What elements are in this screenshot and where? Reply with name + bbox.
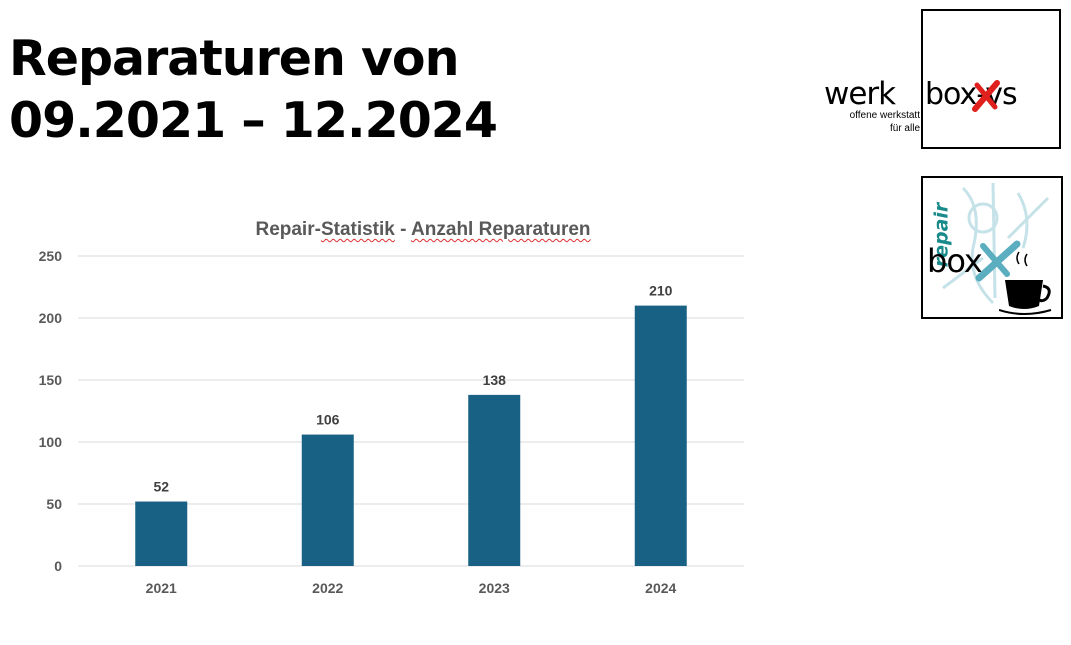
y-tick-label: 250 bbox=[39, 248, 63, 264]
x-tick-label: 2022 bbox=[312, 580, 343, 596]
werkbox-subline1: offene werkstatt bbox=[849, 110, 920, 121]
y-tick-label: 100 bbox=[39, 434, 63, 450]
y-tick-label: 200 bbox=[39, 310, 63, 326]
bar bbox=[468, 394, 521, 566]
page-title-line2: 09.2021 – 12.2024 bbox=[9, 92, 498, 149]
tools-background-icon bbox=[942, 182, 1050, 305]
chart-title-part1: Repair- bbox=[255, 219, 321, 240]
chart-title-part2: Statistik bbox=[320, 219, 395, 240]
data-label: 210 bbox=[649, 283, 673, 299]
werkbox-logo: box-vs bbox=[921, 9, 1061, 149]
coffee-cup-icon bbox=[999, 251, 1052, 315]
y-tick-label: 50 bbox=[46, 496, 62, 512]
page-title-line1: Reparaturen von bbox=[9, 30, 459, 87]
x-tick-label: 2024 bbox=[645, 580, 676, 596]
x-tick-label: 2023 bbox=[479, 580, 510, 596]
data-label: 106 bbox=[316, 412, 340, 428]
teal-x-icon bbox=[975, 240, 1021, 282]
y-tick-label: 0 bbox=[54, 558, 62, 574]
werk-wordmark: werk bbox=[824, 76, 896, 112]
chart-title: Repair-Statistik - Anzahl Reparaturen bbox=[0, 219, 846, 241]
data-label: 138 bbox=[483, 372, 507, 388]
chart-title-part4: Anzahl Reparaturen bbox=[411, 219, 591, 240]
box-vs-wordmark: box-vs bbox=[925, 77, 1018, 112]
y-tick-label: 150 bbox=[39, 372, 63, 388]
repair-box-wordmark: box bbox=[927, 242, 983, 280]
red-x-icon bbox=[972, 80, 1000, 112]
bar bbox=[301, 434, 354, 566]
werkbox-logo-text: werk offene werkstatt für alle bbox=[824, 76, 924, 140]
bar bbox=[634, 305, 687, 566]
chart-title-part3: - bbox=[394, 219, 412, 240]
data-label: 52 bbox=[153, 479, 169, 495]
bar bbox=[135, 501, 188, 566]
bar-chart: 0 50 100 150 200 250 52 2021 106 2022 138 2023 210 20… bbox=[39, 248, 744, 596]
page-title: Reparaturen von 09.2021 – 12.2024 bbox=[9, 28, 498, 152]
x-tick-label: 2021 bbox=[146, 580, 177, 596]
repairbox-logo: repair box bbox=[921, 176, 1063, 319]
werkbox-subline2: für alle bbox=[889, 123, 920, 134]
